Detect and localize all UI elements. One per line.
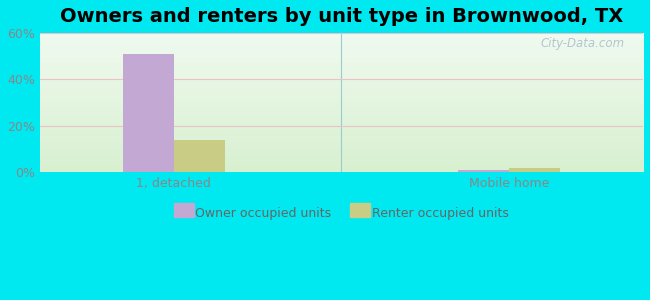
Legend: Owner occupied units, Renter occupied units: Owner occupied units, Renter occupied un… <box>169 202 514 224</box>
Bar <box>458 170 509 172</box>
Title: Owners and renters by unit type in Brownwood, TX: Owners and renters by unit type in Brown… <box>60 7 623 26</box>
Bar <box>174 140 225 172</box>
Bar <box>509 168 560 172</box>
Text: City-Data.com: City-Data.com <box>541 37 625 50</box>
Bar <box>123 54 174 172</box>
